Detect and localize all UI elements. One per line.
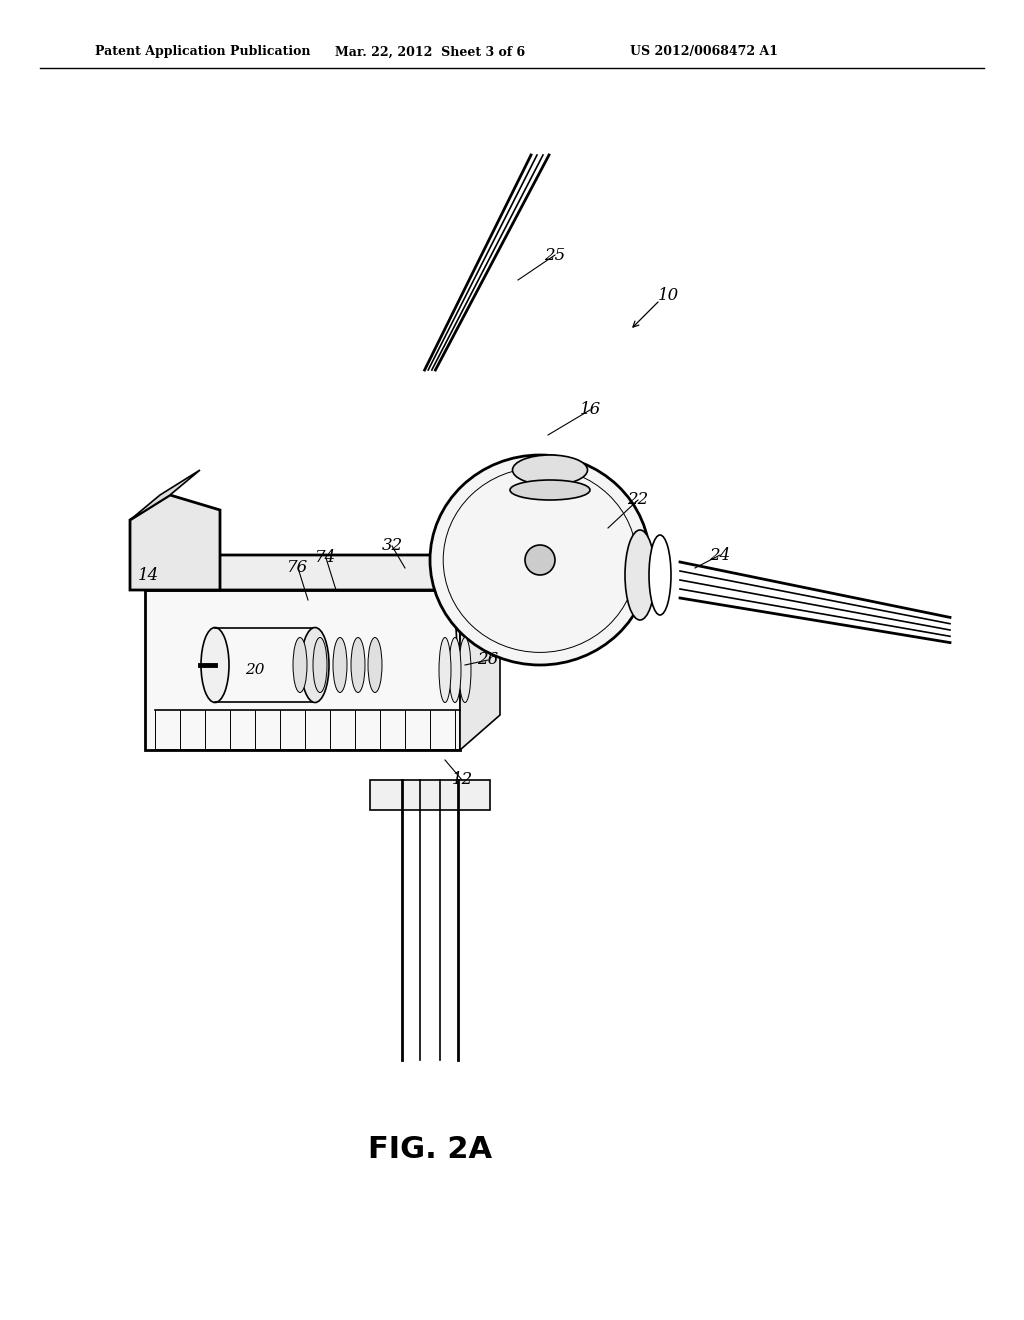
Text: 32: 32 [381, 537, 402, 554]
Ellipse shape [510, 480, 590, 500]
Polygon shape [130, 495, 220, 590]
Text: US 2012/0068472 A1: US 2012/0068472 A1 [630, 45, 778, 58]
Ellipse shape [333, 638, 347, 693]
Ellipse shape [301, 627, 329, 702]
Text: 16: 16 [580, 401, 601, 418]
Ellipse shape [293, 638, 307, 693]
Polygon shape [460, 554, 500, 750]
Ellipse shape [649, 535, 671, 615]
Text: 10: 10 [657, 286, 679, 304]
Text: 26: 26 [477, 652, 499, 668]
Text: 12: 12 [452, 771, 473, 788]
Ellipse shape [439, 638, 451, 702]
Text: FIG. 2A: FIG. 2A [368, 1135, 493, 1164]
Ellipse shape [625, 531, 655, 620]
Ellipse shape [512, 455, 588, 484]
Polygon shape [370, 780, 490, 810]
Ellipse shape [430, 455, 650, 665]
Text: Mar. 22, 2012  Sheet 3 of 6: Mar. 22, 2012 Sheet 3 of 6 [335, 45, 525, 58]
Ellipse shape [368, 638, 382, 693]
Polygon shape [145, 554, 500, 590]
Ellipse shape [313, 638, 327, 693]
Polygon shape [145, 590, 460, 750]
Ellipse shape [525, 545, 555, 576]
Ellipse shape [459, 638, 471, 702]
Text: 25: 25 [545, 247, 565, 264]
Text: 74: 74 [315, 549, 337, 566]
Ellipse shape [351, 638, 365, 693]
Text: 14: 14 [137, 566, 159, 583]
Text: 24: 24 [710, 546, 731, 564]
Text: 76: 76 [288, 560, 308, 577]
Text: 22: 22 [628, 491, 648, 508]
Text: Patent Application Publication: Patent Application Publication [95, 45, 310, 58]
Ellipse shape [201, 627, 229, 702]
Text: 20: 20 [246, 663, 265, 677]
Polygon shape [130, 470, 200, 520]
Ellipse shape [449, 638, 461, 702]
